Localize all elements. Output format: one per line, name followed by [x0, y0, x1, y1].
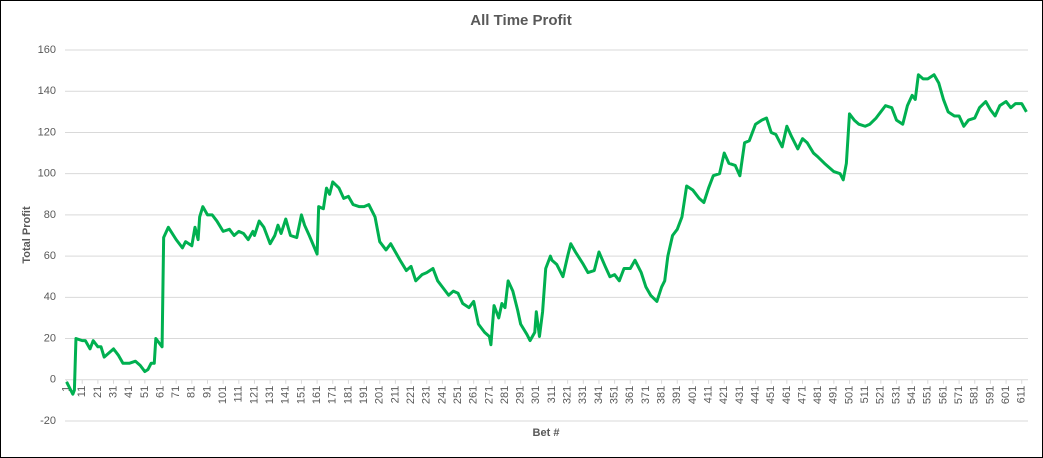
- x-tick-label: 371: [640, 386, 652, 404]
- x-tick-label: 61: [154, 386, 166, 398]
- y-tick-label: 40: [44, 291, 56, 303]
- x-tick-label: 201: [374, 386, 386, 404]
- data-line: [65, 73, 1028, 396]
- y-tick-label: 140: [38, 85, 56, 97]
- x-tick-label: 71: [170, 386, 182, 398]
- x-tick-label: 31: [107, 386, 119, 398]
- x-tick-label: 391: [671, 386, 683, 404]
- y-tick-label: 80: [44, 209, 56, 221]
- x-tick-label: 491: [828, 386, 840, 404]
- x-tick-label: 141: [280, 386, 292, 404]
- y-tick-label: -20: [40, 415, 56, 427]
- x-tick-label: 341: [593, 386, 605, 404]
- x-tick-label: 11: [76, 386, 88, 397]
- x-tick-label: 151: [295, 386, 307, 404]
- x-tick-label: 291: [515, 386, 527, 404]
- x-tick-label: 571: [953, 386, 965, 404]
- x-tick-label: 411: [702, 386, 714, 404]
- x-tick-label: 281: [499, 386, 511, 404]
- y-tick-label: 120: [38, 126, 56, 138]
- x-tick-label: 441: [749, 386, 761, 404]
- x-tick-label: 181: [342, 386, 354, 404]
- x-axis-title: Bet #: [533, 427, 560, 439]
- x-tick-label: 191: [358, 386, 370, 404]
- x-tick-label: 121: [248, 386, 260, 404]
- x-tick-label: 401: [687, 386, 699, 404]
- x-tick-label: 301: [530, 386, 542, 404]
- x-tick-label: 41: [123, 386, 135, 398]
- x-tick-label: 501: [843, 386, 855, 404]
- x-tick-label: 481: [812, 386, 824, 404]
- x-tick-label: 51: [139, 386, 151, 398]
- x-tick-label: 551: [922, 386, 934, 404]
- x-tick-label: 131: [264, 386, 276, 404]
- y-tick-label: 60: [44, 250, 56, 262]
- x-tick-label: 521: [875, 386, 887, 404]
- x-tick-label: 111: [233, 386, 245, 403]
- x-tick-label: 101: [217, 386, 229, 404]
- x-tick-label: 511: [859, 386, 871, 404]
- x-tick-label: 451: [765, 386, 777, 404]
- x-tick-label: 461: [781, 386, 793, 404]
- x-tick-label: 601: [1000, 386, 1012, 404]
- x-tick-label: 241: [436, 386, 448, 404]
- x-tick-label: 541: [906, 386, 918, 404]
- x-tick-label: 271: [483, 386, 495, 404]
- x-tick-label: 591: [984, 386, 996, 404]
- x-tick-label: 251: [452, 386, 464, 404]
- x-tick-label: 611: [1016, 386, 1028, 404]
- x-tick-label: 321: [562, 386, 574, 404]
- x-tick-label: 231: [421, 386, 433, 404]
- x-tick-label: 381: [655, 386, 667, 404]
- y-tick-label: 20: [44, 332, 56, 344]
- x-tick-label: 331: [577, 386, 589, 404]
- x-tick-label: 311: [546, 386, 558, 404]
- x-tick-label: 211: [389, 386, 401, 404]
- x-tick-label: 581: [969, 386, 981, 404]
- x-tick-label: 261: [468, 386, 480, 404]
- y-tick-label: 0: [50, 374, 56, 386]
- x-tick-label: 221: [405, 386, 417, 404]
- x-tick-label: 81: [186, 386, 198, 398]
- x-tick-label: 21: [92, 386, 104, 398]
- y-axis-title: Total Profit: [21, 206, 33, 264]
- y-tick-label: 100: [38, 168, 56, 180]
- x-tick-label: 361: [624, 386, 636, 404]
- x-tick-label: 431: [734, 386, 746, 404]
- x-tick-label: 1: [60, 386, 72, 392]
- x-tick-label: 471: [796, 386, 808, 404]
- x-tick-label: 91: [201, 386, 213, 398]
- x-tick-label: 421: [718, 386, 730, 404]
- chart-title: All Time Profit: [470, 12, 571, 29]
- x-tick-label: 171: [327, 386, 339, 404]
- x-tick-label: 561: [937, 386, 949, 404]
- x-tick-label: 161: [311, 386, 323, 404]
- x-tick-label: 351: [609, 386, 621, 404]
- y-tick-label: 160: [38, 44, 56, 56]
- x-tick-label: 531: [890, 386, 902, 404]
